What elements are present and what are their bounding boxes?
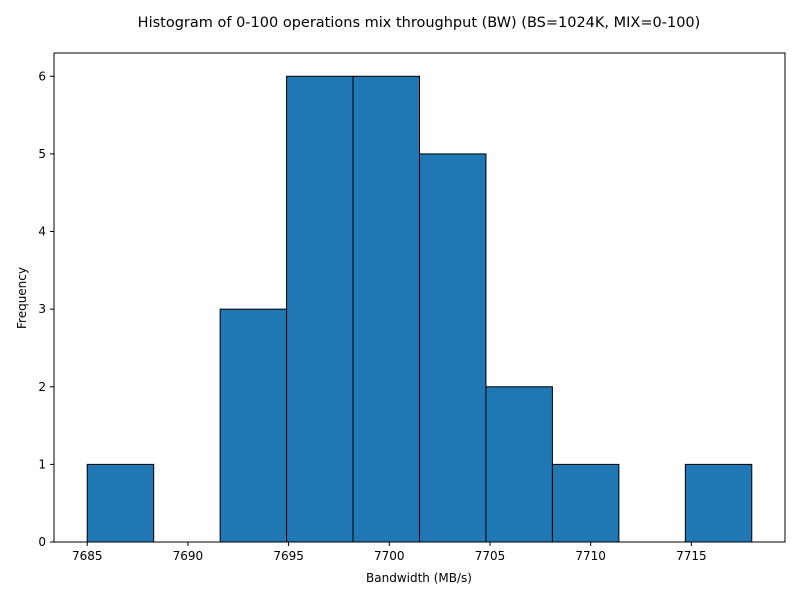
y-tick-label: 1 xyxy=(38,457,46,471)
histogram-bar xyxy=(286,75,354,543)
x-tick-label: 7690 xyxy=(173,549,204,563)
x-tick-label: 7695 xyxy=(273,549,304,563)
x-tick-label: 7705 xyxy=(475,549,506,563)
histogram-bar xyxy=(219,308,288,543)
y-tick-label: 6 xyxy=(38,69,46,83)
histogram-bar xyxy=(551,463,620,543)
histogram-bar xyxy=(86,463,155,543)
histogram-bar xyxy=(684,463,753,543)
x-axis-label: Bandwidth (MB/s) xyxy=(366,571,472,585)
y-tick-label: 3 xyxy=(38,302,46,316)
ticks-group: 7685 7690 7695 7700 7705 7710 7715 0 1 2 3 4 5 6 xyxy=(38,69,706,563)
x-tick-label: 7710 xyxy=(575,549,606,563)
plot-frame xyxy=(53,52,786,543)
y-axis-label: Frequency xyxy=(15,267,29,329)
x-tick-label: 7700 xyxy=(374,549,405,563)
x-tick-label: 7715 xyxy=(676,549,707,563)
histogram-bar xyxy=(485,386,553,543)
bars-group xyxy=(86,75,753,543)
chart-title: Histogram of 0-100 operations mix throug… xyxy=(138,15,701,31)
histogram-bar xyxy=(419,153,487,543)
y-tick-label: 2 xyxy=(38,380,46,394)
y-tick-label: 0 xyxy=(38,535,46,549)
y-tick-label: 5 xyxy=(38,147,46,161)
histogram-bar xyxy=(352,75,420,543)
y-tick-label: 4 xyxy=(38,225,46,239)
x-tick-label: 7685 xyxy=(72,549,103,563)
